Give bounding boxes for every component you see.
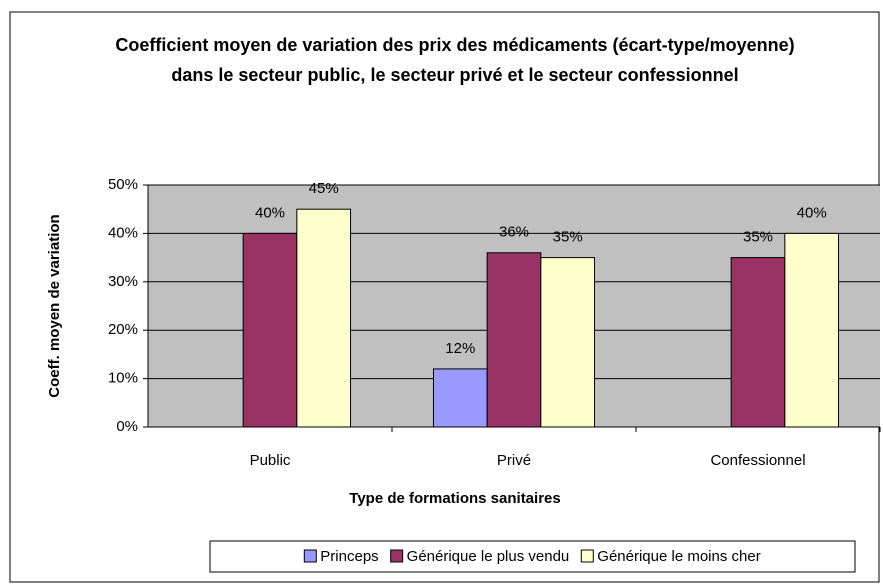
bar <box>432 368 488 428</box>
legend <box>209 540 856 573</box>
y-tick-label: 0% <box>116 418 138 435</box>
bar <box>296 208 352 428</box>
legend-swatch <box>390 549 404 563</box>
legend-label: Générique le plus vendu <box>407 548 570 565</box>
x-axis-title: Type de formations sanitaires <box>349 490 560 507</box>
bar <box>540 257 596 428</box>
y-tick-label: 40% <box>108 224 138 241</box>
legend-label: Princeps <box>320 548 378 565</box>
y-tick-label: 30% <box>108 273 138 290</box>
legend-label: Générique le moins cher <box>597 548 760 565</box>
data-label: 35% <box>743 229 773 246</box>
y-tick-label: 10% <box>108 370 138 387</box>
data-label: 40% <box>797 204 827 221</box>
data-label: 12% <box>445 340 475 357</box>
bar <box>242 232 298 428</box>
data-label: 45% <box>309 180 339 197</box>
x-tick-label: Public <box>250 452 291 469</box>
y-tick-label: 20% <box>108 321 138 338</box>
data-label: 40% <box>255 204 285 221</box>
bar <box>730 257 786 428</box>
y-tick-label: 50% <box>108 176 138 193</box>
x-tick-label: Privé <box>497 452 531 469</box>
title-box: Coefficient moyen de variation des prix … <box>115 35 795 85</box>
data-label: 35% <box>553 229 583 246</box>
bar <box>486 252 542 428</box>
bar <box>784 232 840 428</box>
y-axis-title: Coeff. moyen de variation <box>46 214 63 397</box>
chart-title: Coefficient moyen de variation des prix … <box>115 35 795 85</box>
legend-swatch <box>580 549 594 563</box>
legend-swatch <box>303 549 317 563</box>
x-tick-label: Confessionnel <box>710 452 805 469</box>
data-label: 36% <box>499 224 529 241</box>
